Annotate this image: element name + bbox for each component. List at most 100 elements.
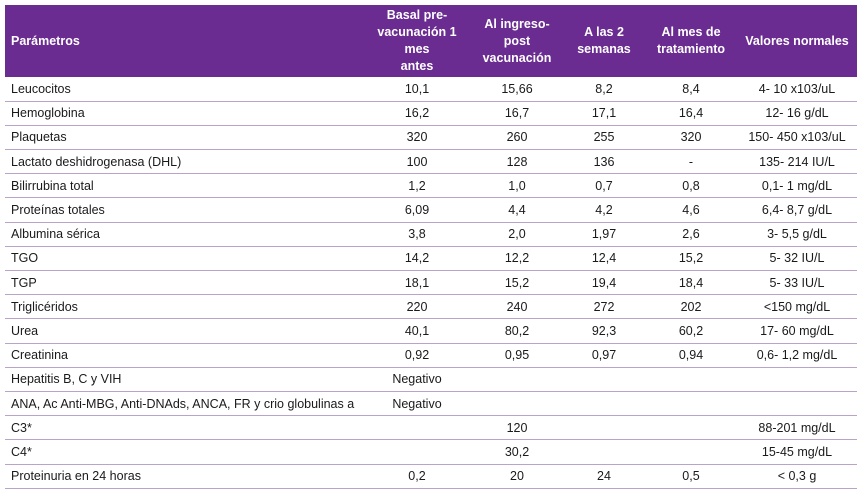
ingreso-cell: 4,4 xyxy=(471,197,563,223)
mes-tratamiento-cell xyxy=(645,415,737,441)
parameter-cell: Proteinuria en 24 horas xyxy=(5,464,363,489)
table-row: Hepatitis B, C y VIH Negativo xyxy=(5,367,857,392)
basal-cell: 40,1 xyxy=(363,318,471,344)
dos-semanas-cell xyxy=(563,415,645,441)
table-row: C3* 120 88-201 mg/dL xyxy=(5,415,857,441)
basal-cell xyxy=(363,439,471,465)
header-basal-line: Basal pre- xyxy=(386,8,448,22)
ingreso-cell xyxy=(471,367,563,392)
mes-tratamiento-cell: 2,6 xyxy=(645,222,737,247)
ingreso-cell: 20 xyxy=(471,464,563,489)
dos-semanas-cell: 255 xyxy=(563,125,645,151)
table-row: Proteinuria en 24 horas 0,2 20 24 0,5 < 0,3 g xyxy=(5,464,857,489)
valores-normales-cell: <150 mg/dL xyxy=(737,294,857,320)
dos-semanas-cell: 24 xyxy=(563,464,645,489)
parameter-cell: Bilirrubina total xyxy=(5,173,363,199)
ingreso-cell: 16,7 xyxy=(471,101,563,126)
valores-normales-cell: 3- 5,5 g/dL xyxy=(737,222,857,247)
parameter-cell: Lactato deshidrogenasa (DHL) xyxy=(5,149,363,175)
table-row: Hemoglobina 16,2 16,7 17,1 16,4 12- 16 g/dL xyxy=(5,101,857,126)
ingreso-cell: 2,0 xyxy=(471,222,563,247)
basal-cell: Negativo xyxy=(363,391,471,417)
ingreso-cell: 0,95 xyxy=(471,343,563,368)
dos-semanas-cell: 1,97 xyxy=(563,222,645,247)
header-dos-semanas: A las 2 semanas xyxy=(563,5,645,77)
valores-normales-cell: 17- 60 mg/dL xyxy=(737,318,857,344)
lab-results-table-container: Parámetros Basal pre- vacunación 1 mes a… xyxy=(5,5,857,489)
table-row: Leucocitos 10,1 15,66 8,2 8,4 4- 10 x103/uL xyxy=(5,77,857,102)
mes-tratamiento-cell: - xyxy=(645,149,737,175)
mes-tratamiento-cell: 8,4 xyxy=(645,77,737,102)
valores-normales-cell: < 0,3 g xyxy=(737,464,857,489)
basal-cell: 1,2 xyxy=(363,173,471,199)
ingreso-cell: 1,0 xyxy=(471,173,563,199)
parameter-cell: Plaquetas xyxy=(5,125,363,151)
ingreso-cell: 30,2 xyxy=(471,439,563,465)
dos-semanas-cell: 136 xyxy=(563,149,645,175)
header-mes-tratamiento-line: tratamiento xyxy=(656,42,726,56)
basal-cell: 16,2 xyxy=(363,101,471,126)
mes-tratamiento-cell: 16,4 xyxy=(645,101,737,126)
valores-normales-cell: 0,1- 1 mg/dL xyxy=(737,173,857,199)
table-row: Bilirrubina total 1,2 1,0 0,7 0,8 0,1- 1 mg/d… xyxy=(5,173,857,199)
basal-cell: 100 xyxy=(363,149,471,175)
parameter-cell: Proteínas totales xyxy=(5,197,363,223)
dos-semanas-cell: 17,1 xyxy=(563,101,645,126)
valores-normales-cell: 88-201 mg/dL xyxy=(737,415,857,441)
ingreso-cell: 15,66 xyxy=(471,77,563,102)
dos-semanas-cell: 272 xyxy=(563,294,645,320)
dos-semanas-cell: 4,2 xyxy=(563,197,645,223)
valores-normales-cell: 4- 10 x103/uL xyxy=(737,77,857,102)
header-valores-normales: Valores normales xyxy=(745,33,849,48)
mes-tratamiento-cell: 18,4 xyxy=(645,270,737,296)
ingreso-cell: 12,2 xyxy=(471,246,563,272)
table-row: Albumina sérica 3,8 2,0 1,97 2,6 3- 5,5 g/dL xyxy=(5,222,857,247)
ingreso-cell: 128 xyxy=(471,149,563,175)
parameter-cell: C4* xyxy=(5,439,363,465)
header-ingreso-line: Al ingreso- xyxy=(484,16,550,31)
parameter-cell: Urea xyxy=(5,318,363,344)
mes-tratamiento-cell xyxy=(645,391,737,417)
dos-semanas-cell: 19,4 xyxy=(563,270,645,296)
table-row: Urea 40,1 80,2 92,3 60,2 17- 60 mg/dL xyxy=(5,318,857,344)
header-ingreso-line: vacunación xyxy=(482,50,552,65)
parameter-cell: Creatinina xyxy=(5,343,363,368)
valores-normales-cell: 15-45 mg/dL xyxy=(737,439,857,465)
dos-semanas-cell xyxy=(563,439,645,465)
table-row: TGP 18,1 15,2 19,4 18,4 5- 33 IU/L xyxy=(5,270,857,296)
valores-normales-cell: 0,6- 1,2 mg/dL xyxy=(737,343,857,368)
mes-tratamiento-cell xyxy=(645,367,737,392)
parameter-cell: Albumina sérica xyxy=(5,222,363,247)
header-dos-semanas-line: A las 2 xyxy=(584,25,624,39)
basal-cell: 18,1 xyxy=(363,270,471,296)
basal-cell: 0,92 xyxy=(363,343,471,368)
table-header-row: Parámetros Basal pre- vacunación 1 mes a… xyxy=(5,5,857,77)
valores-normales-cell: 135- 214 IU/L xyxy=(737,149,857,175)
basal-cell xyxy=(363,415,471,441)
table-row: ANA, Ac Anti-MBG, Anti-DNAds, ANCA, FR y… xyxy=(5,391,857,417)
header-ingreso-line: post xyxy=(503,33,531,48)
parameter-cell: C3* xyxy=(5,415,363,441)
header-parametros: Parámetros xyxy=(11,33,80,48)
mes-tratamiento-cell: 15,2 xyxy=(645,246,737,272)
ingreso-cell: 260 xyxy=(471,125,563,151)
mes-tratamiento-cell: 4,6 xyxy=(645,197,737,223)
basal-cell: 320 xyxy=(363,125,471,151)
mes-tratamiento-cell: 0,8 xyxy=(645,173,737,199)
header-basal-line: vacunación 1 mes xyxy=(377,25,457,56)
table-body: Leucocitos 10,1 15,66 8,2 8,4 4- 10 x103/uL He… xyxy=(5,77,857,489)
parameter-cell: TGP xyxy=(5,270,363,296)
valores-normales-cell xyxy=(737,367,857,392)
header-basal: Basal pre- vacunación 1 mes antes xyxy=(363,5,471,77)
dos-semanas-cell: 0,7 xyxy=(563,173,645,199)
table-row: Creatinina 0,92 0,95 0,97 0,94 0,6- 1,2 mg/dL xyxy=(5,343,857,368)
table-row: TGO 14,2 12,2 12,4 15,2 5- 32 IU/L xyxy=(5,246,857,272)
dos-semanas-cell: 12,4 xyxy=(563,246,645,272)
dos-semanas-cell: 0,97 xyxy=(563,343,645,368)
valores-normales-cell xyxy=(737,391,857,417)
parameter-cell: Hepatitis B, C y VIH xyxy=(5,367,363,392)
valores-normales-cell: 12- 16 g/dL xyxy=(737,101,857,126)
ingreso-cell: 15,2 xyxy=(471,270,563,296)
valores-normales-cell: 5- 32 IU/L xyxy=(737,246,857,272)
basal-cell: 3,8 xyxy=(363,222,471,247)
